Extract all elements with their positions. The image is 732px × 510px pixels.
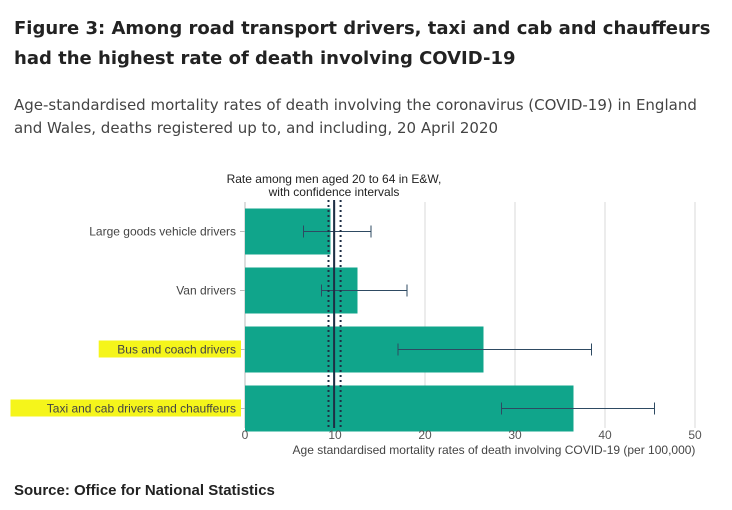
category-highlights bbox=[10, 340, 241, 417]
reference-lines bbox=[327, 200, 342, 428]
reference-label-line2: with confidence intervals bbox=[268, 185, 400, 199]
bars bbox=[245, 208, 574, 432]
x-tick-label: 20 bbox=[418, 428, 432, 442]
x-tick-label: 0 bbox=[242, 428, 249, 442]
figure-title: Figure 3: Among road transport drivers, … bbox=[14, 18, 711, 69]
category-label: Taxi and cab drivers and chauffeurs bbox=[47, 402, 236, 416]
label-highlight bbox=[98, 340, 241, 358]
figure-subtitle: Age-standardised mortality rates of deat… bbox=[14, 96, 697, 137]
category-label: Van drivers bbox=[176, 284, 236, 298]
label-highlight bbox=[10, 399, 241, 417]
x-tick-label: 40 bbox=[598, 428, 612, 442]
error-bars bbox=[303, 225, 655, 415]
x-tick-label: 30 bbox=[508, 428, 522, 442]
x-axis-title: Age standardised mortality rates of deat… bbox=[293, 443, 696, 457]
bar-chart: Large goods vehicle drivers Van drivers Bu… bbox=[10, 172, 702, 457]
x-tick-label: 50 bbox=[688, 428, 702, 442]
category-labels: Large goods vehicle drivers Van drivers Bu… bbox=[47, 225, 236, 416]
source-note: Source: Office for National Statistics bbox=[14, 482, 275, 499]
x-tick-labels: 0 10 20 30 40 50 bbox=[242, 428, 702, 442]
category-label: Bus and coach drivers bbox=[117, 343, 236, 357]
category-label: Large goods vehicle drivers bbox=[89, 225, 236, 239]
reference-label-line1: Rate among men aged 20 to 64 in E&W, bbox=[227, 172, 442, 186]
x-tick-label: 10 bbox=[328, 428, 342, 442]
